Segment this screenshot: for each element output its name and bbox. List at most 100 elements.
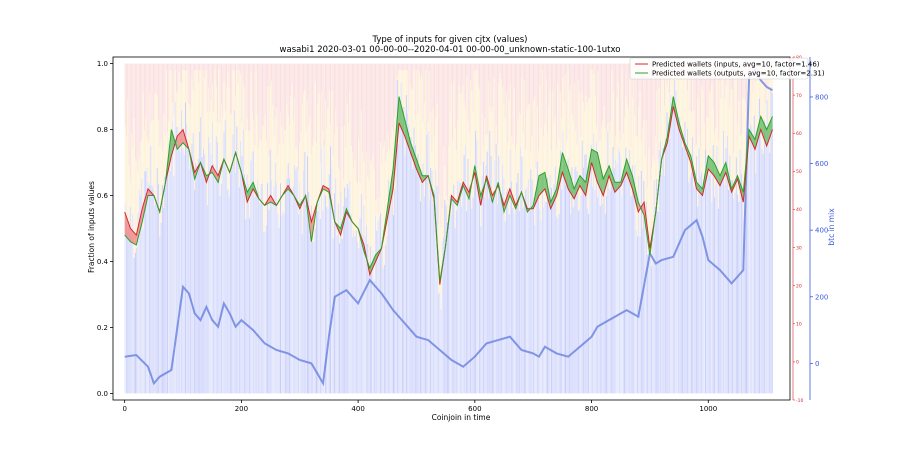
bar-yellow <box>475 70 477 131</box>
bar-blue <box>443 236 444 394</box>
bar-yellow <box>418 71 420 175</box>
bar-pink <box>133 63 135 119</box>
bar-yellow <box>647 187 649 255</box>
bar-yellow <box>535 168 537 201</box>
bar-pink <box>586 63 588 103</box>
bar-blue <box>290 193 292 394</box>
bar-pink <box>295 63 297 148</box>
bar-blue <box>291 188 293 394</box>
bar-pink <box>183 63 185 71</box>
bar-yellow <box>359 182 361 218</box>
bar-yellow <box>142 92 144 230</box>
bar-blue <box>481 175 483 394</box>
bar-yellow <box>712 107 714 146</box>
bar-blue <box>265 225 267 394</box>
bar-pink <box>314 63 316 82</box>
bar-blue <box>697 206 699 394</box>
bar-yellow <box>276 107 278 183</box>
bar-blue <box>236 126 238 394</box>
bar-blue <box>335 178 337 394</box>
bar-blue <box>716 145 718 394</box>
bar-yellow <box>265 140 267 226</box>
bar-blue <box>300 199 302 394</box>
bar-blue <box>385 244 387 394</box>
bar-blue <box>762 153 764 394</box>
y2-tick-label: 400 <box>815 227 828 235</box>
bar-blue <box>167 174 168 394</box>
bar-pink <box>380 63 382 143</box>
bar-pink <box>318 63 320 94</box>
bar-blue <box>431 170 433 394</box>
bar-blue <box>531 179 533 394</box>
bar-yellow <box>448 145 450 223</box>
bar-blue <box>220 183 222 394</box>
bar-pink <box>530 63 532 153</box>
bar-pink <box>729 63 731 108</box>
bar-yellow <box>369 160 371 247</box>
bar-yellow <box>758 70 760 99</box>
bar-blue <box>689 177 691 394</box>
bar-pink <box>163 63 165 114</box>
bar-yellow <box>498 83 500 157</box>
bar-blue <box>276 182 278 394</box>
bar-blue <box>426 134 428 394</box>
bar-yellow <box>434 136 436 190</box>
bar-yellow <box>271 80 272 181</box>
bar-pink <box>342 63 344 179</box>
bar-blue <box>726 135 728 394</box>
bar-yellow <box>638 105 640 177</box>
bar-yellow <box>226 87 228 170</box>
bar-blue <box>467 158 469 394</box>
outputs-line <box>124 96 773 282</box>
bar-blue <box>310 205 312 394</box>
bar-blue <box>738 201 740 394</box>
bar-blue <box>730 179 732 394</box>
bar-blue <box>455 210 457 394</box>
bar-pink <box>201 63 203 117</box>
bar-yellow <box>158 119 159 185</box>
bar-yellow <box>309 116 311 236</box>
bar-yellow <box>689 110 691 178</box>
bar-pink <box>541 63 543 71</box>
bar-pink <box>707 63 709 118</box>
bar-pink <box>439 63 441 194</box>
bar-blue <box>507 188 509 394</box>
bar-yellow <box>489 105 491 132</box>
fill-segment <box>416 159 423 183</box>
bar-yellow <box>455 150 457 211</box>
bar-yellow <box>422 121 424 164</box>
bar-pink <box>182 63 184 71</box>
bar-blue <box>272 199 274 394</box>
bar-yellow <box>185 70 186 103</box>
bar-pink <box>164 63 166 136</box>
bar-blue <box>658 150 660 394</box>
bar-blue <box>146 167 148 394</box>
bar-yellow <box>685 75 687 153</box>
bar-blue <box>749 123 751 394</box>
bar-blue <box>206 204 208 394</box>
bar-yellow <box>503 104 505 178</box>
bar-pink <box>706 63 708 118</box>
bar-pink <box>196 63 198 71</box>
bar-blue <box>701 171 703 394</box>
bar-yellow <box>640 140 642 171</box>
bar-blue <box>508 214 510 394</box>
bar-yellow <box>766 88 768 100</box>
bar-blue <box>364 236 366 394</box>
bar-yellow <box>154 94 156 205</box>
bar-blue <box>618 151 620 394</box>
bar-blue <box>572 207 574 394</box>
bar-pink <box>448 63 450 146</box>
bar-pink <box>272 63 274 106</box>
bar-pink <box>308 63 310 125</box>
bar-yellow <box>449 112 451 197</box>
bar-pink <box>348 63 349 124</box>
bar-blue <box>760 120 762 394</box>
bar-pink <box>472 63 474 112</box>
bar-blue <box>375 216 376 394</box>
bar-blue <box>271 180 272 394</box>
bar-yellow <box>318 93 320 200</box>
y2-tick-label: 600 <box>815 160 828 168</box>
bar-pink <box>653 63 655 162</box>
bar-yellow <box>428 70 430 202</box>
